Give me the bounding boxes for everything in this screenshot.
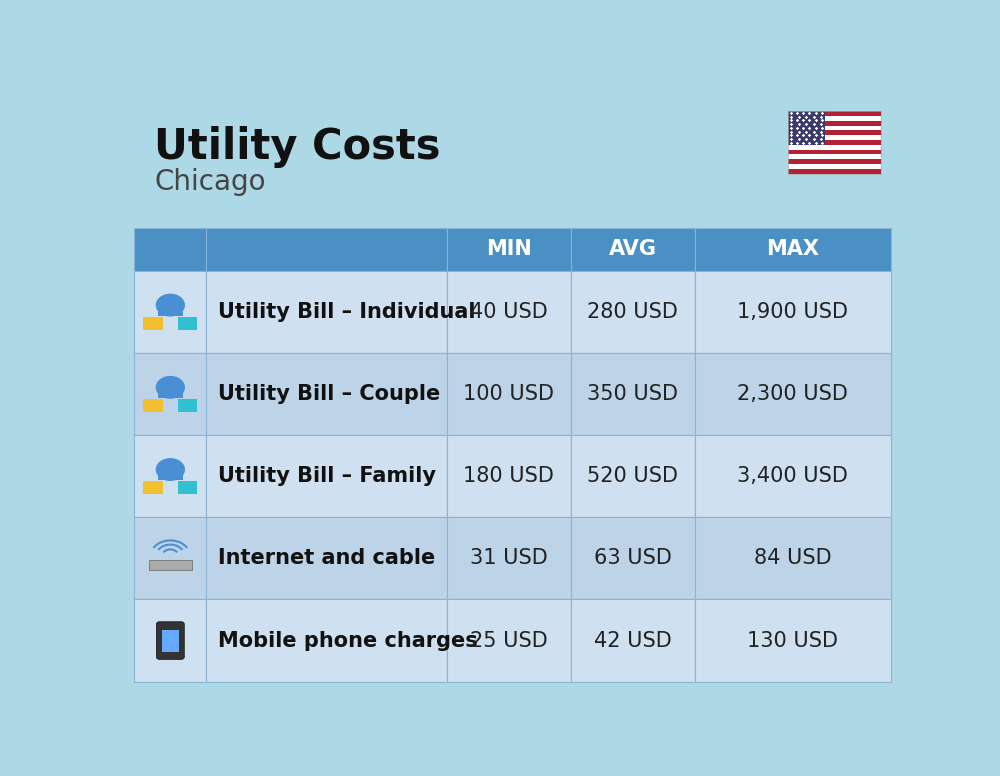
Bar: [206, 271, 447, 353]
Bar: [695, 599, 891, 681]
Bar: [158, 386, 183, 398]
Bar: [178, 317, 197, 330]
Bar: [788, 130, 881, 135]
Bar: [788, 169, 881, 174]
Text: Utility Bill – Individual: Utility Bill – Individual: [218, 302, 476, 322]
Text: 63 USD: 63 USD: [594, 549, 672, 568]
Text: Utility Bill – Couple: Utility Bill – Couple: [218, 384, 440, 404]
Bar: [695, 271, 891, 353]
Text: 84 USD: 84 USD: [754, 549, 831, 568]
Text: 25 USD: 25 USD: [470, 631, 548, 650]
Circle shape: [156, 294, 184, 316]
Bar: [447, 518, 571, 599]
Bar: [206, 599, 447, 681]
Bar: [447, 271, 571, 353]
Bar: [206, 227, 447, 271]
Bar: [571, 353, 695, 435]
Bar: [788, 126, 881, 130]
Text: 100 USD: 100 USD: [463, 384, 554, 404]
Bar: [447, 435, 571, 518]
Bar: [695, 518, 891, 599]
Text: MAX: MAX: [766, 239, 819, 259]
Bar: [695, 435, 891, 518]
FancyBboxPatch shape: [156, 622, 184, 660]
Bar: [788, 154, 881, 159]
Bar: [788, 121, 881, 126]
Bar: [134, 227, 206, 271]
Bar: [134, 599, 206, 681]
Text: AVG: AVG: [609, 239, 657, 259]
Bar: [149, 559, 192, 570]
Bar: [178, 481, 197, 494]
Bar: [162, 630, 179, 652]
Bar: [788, 140, 881, 145]
Text: Internet and cable: Internet and cable: [218, 549, 435, 568]
Text: 520 USD: 520 USD: [587, 466, 678, 486]
Bar: [206, 353, 447, 435]
Bar: [788, 145, 881, 150]
Bar: [571, 599, 695, 681]
Bar: [695, 353, 891, 435]
Bar: [788, 159, 881, 165]
Text: Chicago: Chicago: [154, 168, 266, 196]
Text: MIN: MIN: [486, 239, 532, 259]
Bar: [206, 518, 447, 599]
Bar: [571, 518, 695, 599]
Circle shape: [156, 459, 184, 480]
Bar: [571, 271, 695, 353]
Bar: [143, 399, 163, 412]
Bar: [447, 353, 571, 435]
Bar: [206, 435, 447, 518]
Bar: [788, 111, 825, 145]
Bar: [134, 518, 206, 599]
Text: 130 USD: 130 USD: [747, 631, 838, 650]
Bar: [134, 435, 206, 518]
Bar: [788, 116, 881, 121]
Bar: [695, 227, 891, 271]
Circle shape: [156, 376, 184, 398]
Text: 31 USD: 31 USD: [470, 549, 548, 568]
Bar: [788, 150, 881, 154]
Bar: [178, 399, 197, 412]
Bar: [158, 468, 183, 480]
Bar: [788, 111, 881, 174]
Bar: [571, 227, 695, 271]
Bar: [788, 135, 881, 140]
Text: 40 USD: 40 USD: [470, 302, 548, 322]
Bar: [447, 599, 571, 681]
Text: Mobile phone charges: Mobile phone charges: [218, 631, 478, 650]
Bar: [143, 317, 163, 330]
Text: 42 USD: 42 USD: [594, 631, 672, 650]
Bar: [788, 111, 881, 116]
Text: 280 USD: 280 USD: [587, 302, 678, 322]
Text: 3,400 USD: 3,400 USD: [737, 466, 848, 486]
Bar: [447, 227, 571, 271]
Bar: [571, 435, 695, 518]
Text: Utility Bill – Family: Utility Bill – Family: [218, 466, 436, 486]
Text: 180 USD: 180 USD: [463, 466, 554, 486]
Bar: [158, 303, 183, 316]
Bar: [134, 271, 206, 353]
Text: 1,900 USD: 1,900 USD: [737, 302, 848, 322]
Text: 2,300 USD: 2,300 USD: [737, 384, 848, 404]
Bar: [788, 165, 881, 169]
Bar: [134, 353, 206, 435]
Text: 350 USD: 350 USD: [587, 384, 678, 404]
Text: Utility Costs: Utility Costs: [154, 126, 441, 168]
Bar: [143, 481, 163, 494]
